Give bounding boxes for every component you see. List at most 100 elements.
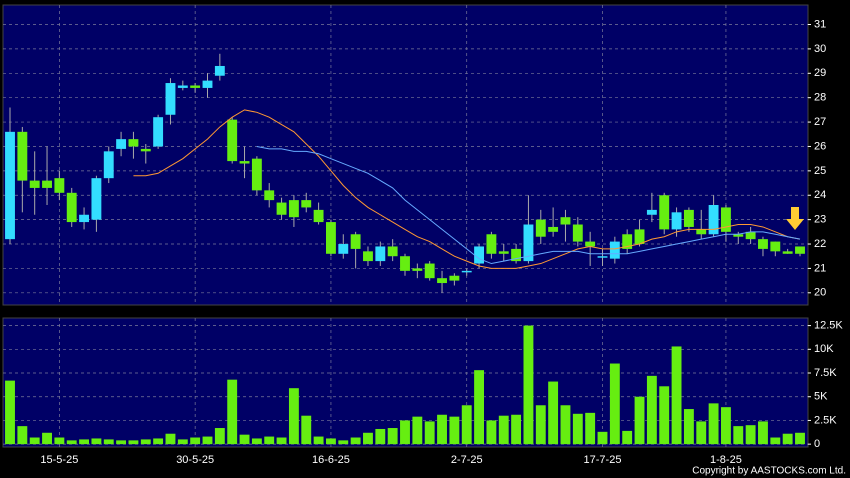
candle-body (264, 190, 275, 201)
y-tick-label: 20 (814, 287, 826, 299)
candle-body (54, 178, 65, 193)
volume-bar (91, 438, 102, 445)
candle-body (79, 214, 89, 223)
candle-body (696, 229, 707, 235)
volume-bar (66, 440, 77, 445)
volume-bar (165, 433, 176, 445)
volume-bar (17, 426, 28, 445)
volume-bar (795, 432, 805, 445)
candle-body (5, 131, 15, 240)
volume-bar (745, 425, 756, 445)
candle-body (227, 119, 238, 162)
volume-bar (708, 403, 719, 445)
candle-body (683, 209, 694, 227)
volume-bar (770, 437, 781, 445)
volume-bar (400, 420, 410, 445)
volume-bar (301, 415, 312, 445)
volume-bar (758, 421, 768, 445)
volume-bar (288, 388, 299, 445)
volume-bar (239, 434, 250, 445)
volume-bar (264, 436, 275, 445)
y-tick-label: 26 (814, 140, 826, 152)
volume-bar (474, 370, 484, 445)
candle-body (782, 251, 793, 254)
candle-body (498, 251, 509, 254)
volume-bar (177, 439, 188, 445)
candle-body (708, 205, 719, 235)
candle-body (634, 229, 645, 245)
volume-bar (350, 437, 361, 445)
volume-bar (560, 405, 571, 445)
candle-body (202, 80, 213, 88)
y-tick-label: 7.5K (814, 367, 837, 379)
candle-body (560, 217, 571, 225)
volume-bar (424, 421, 435, 445)
volume-bar (671, 346, 682, 445)
candle-body (486, 234, 497, 254)
candle-body (721, 207, 731, 232)
candle-body (214, 65, 225, 76)
candle-body (400, 256, 410, 271)
candle-body (42, 180, 52, 188)
volume-bar (523, 325, 534, 445)
volume-bar (42, 432, 52, 445)
volume-bar (486, 420, 497, 445)
y-tick-label: 0 (814, 438, 820, 450)
candle-body (91, 178, 102, 220)
candle-body (251, 158, 262, 191)
moving-average-line (256, 145, 801, 265)
volume-bar (548, 381, 559, 445)
candle-body (622, 234, 633, 249)
volume-bar (696, 421, 707, 445)
candle-body (140, 148, 151, 152)
y-tick-label: 21 (814, 262, 826, 274)
volume-bar (153, 438, 164, 445)
volume-bar (585, 412, 596, 445)
candle-body (313, 209, 324, 223)
volume-bar (128, 440, 139, 445)
candle-body (363, 251, 373, 262)
candle-body (177, 85, 188, 88)
candle-body (29, 180, 40, 188)
volume-bar (609, 363, 620, 445)
volume-bar (190, 437, 201, 445)
candle-body (350, 234, 361, 249)
candle-body (326, 222, 336, 254)
volume-bar (54, 437, 65, 445)
volume-bar (140, 439, 151, 445)
volume-bar (202, 436, 213, 445)
volume-bar (375, 428, 386, 445)
volume-bar (498, 415, 509, 445)
candle-body (338, 244, 349, 254)
y-tick-label: 31 (814, 18, 826, 30)
volume-bar (461, 405, 472, 445)
candle-body (535, 219, 546, 237)
candle-body (733, 234, 744, 237)
candle-body (548, 226, 559, 232)
x-tick-label: 16-6-25 (312, 454, 350, 466)
candle-body (412, 268, 423, 271)
candle-body (103, 151, 114, 179)
arrow-marker (786, 207, 804, 230)
candle-body (301, 200, 312, 208)
volume-bar (79, 439, 89, 445)
candle-body (795, 246, 805, 254)
volume-bar (782, 433, 793, 445)
volume-bar (276, 437, 287, 445)
volume-bar (572, 413, 583, 445)
candle-body (646, 209, 657, 215)
volume-bar (326, 438, 336, 445)
copyright: Copyright by AASTOCKS.com Ltd. (692, 466, 846, 477)
candle-body (449, 275, 460, 281)
y-tick-label: 22 (814, 238, 826, 250)
volume-bar (251, 438, 262, 445)
volume-bar (29, 437, 40, 445)
candle-body (424, 263, 435, 279)
candle-body (572, 224, 583, 242)
volume-bar (511, 414, 522, 445)
plot-layer: 20 21 22 23 24 25 26 27 28 29 30 31 0 2.5K 5K 7.5K 10K 12… (3, 5, 843, 466)
x-tick-label: 30-5-25 (176, 454, 214, 466)
volume-bar (733, 426, 744, 445)
